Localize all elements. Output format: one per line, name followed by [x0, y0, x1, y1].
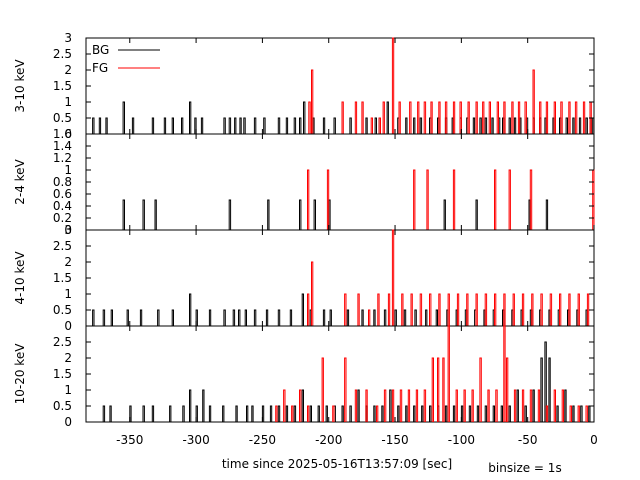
y-axis-label: 2-4 keV	[13, 158, 27, 204]
y-tick-label: 1	[64, 163, 72, 177]
x-tick-label: -200	[315, 433, 342, 447]
y-tick-label: 0	[64, 223, 72, 237]
series-bg	[92, 293, 588, 326]
series-fg	[308, 37, 592, 134]
series-line	[307, 229, 590, 326]
series-fg	[307, 229, 590, 326]
y-tick-label: 2.5	[53, 239, 72, 253]
legend: BG FG	[92, 43, 160, 75]
y-tick-label: 0	[64, 415, 72, 429]
series-line	[102, 341, 591, 422]
series-bg	[122, 199, 549, 230]
y-tick-label: 0.8	[53, 175, 72, 189]
y-tick-label: 0.5	[53, 111, 72, 125]
y-tick-label: 1	[64, 383, 72, 397]
series-line	[307, 169, 595, 230]
panel-frame	[85, 229, 595, 327]
series-line	[92, 293, 588, 326]
y-tick-label: 3	[64, 223, 72, 237]
x-tick-label: -250	[249, 433, 276, 447]
panel-4: 0 0.5 1 1.5 2 2.5 10-20 keV	[13, 325, 595, 429]
y-axis-label: 10-20 keV	[13, 343, 27, 405]
y-axis-label: 3-10 keV	[13, 59, 27, 113]
x-axis-label: time since 2025-05-16T13:57:09 [sec]	[222, 457, 452, 471]
x-tick-label: -300	[182, 433, 209, 447]
panel-3: 0 0.5 1 1.5 2 2.5 3 4-10 keV	[13, 223, 595, 333]
y-tick-label: 1.2	[53, 151, 72, 165]
y-tick-label: 0.6	[53, 187, 72, 201]
y-tick-label: 1.5	[53, 271, 72, 285]
y-tick-label: 2	[64, 351, 72, 365]
series-bg	[102, 341, 591, 422]
y-tick-label: 0.4	[53, 199, 72, 213]
y-tick-label: 0.5	[53, 303, 72, 317]
panels: 00.511.522.533-10 keV00.20.40.60.811.21.…	[13, 31, 598, 447]
y-tick-label: 2	[64, 255, 72, 269]
series-line	[308, 37, 592, 134]
series-line	[275, 325, 588, 422]
panel-frame	[85, 133, 595, 231]
legend-label: BG	[92, 43, 109, 57]
series-bg	[92, 101, 594, 134]
panel-frame	[85, 37, 595, 135]
x-tick-label: -150	[381, 433, 408, 447]
x-tick-label: -50	[518, 433, 538, 447]
y-tick-label: 1.6	[53, 127, 72, 141]
x-tick-label: 0	[590, 433, 598, 447]
legend-label: FG	[92, 61, 108, 75]
y-tick-label: 1	[64, 287, 72, 301]
series-line	[122, 199, 549, 230]
y-tick-label: 3	[64, 31, 72, 45]
panel-frame	[85, 325, 595, 423]
series-fg	[307, 169, 595, 230]
y-tick-label: 1.5	[53, 79, 72, 93]
y-tick-label: 0	[64, 319, 72, 333]
binsize-note: binsize = 1s	[488, 461, 561, 475]
y-tick-label: 2.5	[53, 47, 72, 61]
x-tick-label: -350	[116, 433, 143, 447]
panel-2: 00.20.40.60.811.21.41.62-4 keV	[13, 127, 595, 237]
series-line	[92, 101, 594, 134]
y-tick-label: 0.5	[53, 399, 72, 413]
y-axis-label: 4-10 keV	[13, 251, 27, 305]
series-fg	[275, 325, 588, 422]
x-tick-label: -100	[448, 433, 475, 447]
y-tick-label: 0.2	[53, 211, 72, 225]
y-tick-label: 1.4	[53, 139, 72, 153]
y-tick-label: 0	[64, 127, 72, 141]
y-tick-label: 1.5	[53, 367, 72, 381]
y-tick-label: 2	[64, 63, 72, 77]
y-tick-label: 1	[64, 95, 72, 109]
y-tick-label: 2.5	[53, 335, 72, 349]
